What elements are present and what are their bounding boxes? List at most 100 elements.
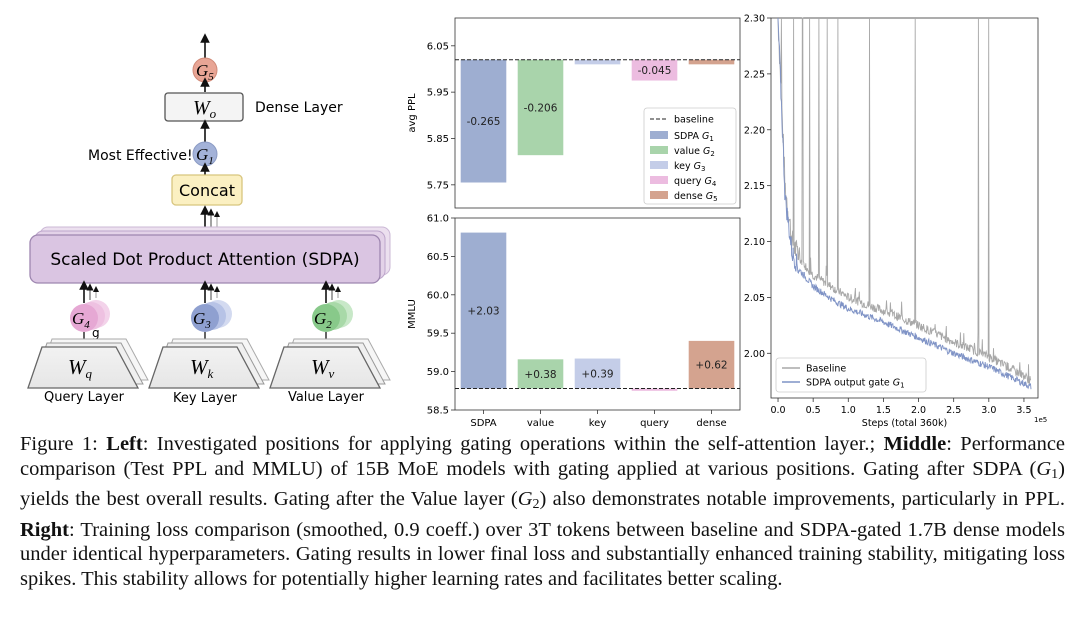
y-axis-label: MMLU <box>407 299 418 329</box>
y-tick-label: 2.00 <box>744 349 765 360</box>
x-tick-label: 3.5 <box>1016 405 1031 416</box>
y-tick-label: 2.30 <box>744 14 765 25</box>
bar-value <box>517 59 564 156</box>
bar-dense <box>688 340 735 389</box>
legend-label-key: key G3 <box>674 161 706 173</box>
dense-layer-label: Dense Layer <box>255 100 343 116</box>
x-tick-label: 0.0 <box>770 405 785 416</box>
bar-data-label: +0.38 <box>524 369 556 381</box>
g2-gate-node <box>312 304 340 332</box>
x-tick-label: 0.5 <box>806 405 821 416</box>
legend-label-query: query G4 <box>674 176 717 188</box>
y-tick-label: 2.10 <box>744 237 765 248</box>
g4-extra-glyph: g <box>92 326 100 340</box>
y-tick-label: 60.5 <box>427 252 449 263</box>
sdpa-gate-loss-line <box>777 17 1032 390</box>
wq-label: Wq <box>68 355 93 381</box>
bar-query <box>631 388 678 391</box>
legend-swatch-key <box>650 161 668 169</box>
legend-label-baseline: Baseline <box>806 364 846 375</box>
legend-swatch-value <box>650 146 668 154</box>
g4-label: G4 <box>72 309 90 331</box>
wq-layer-shape <box>27 346 140 389</box>
x-tick-label: 2.0 <box>911 405 926 416</box>
y-tick-label: 2.15 <box>744 181 765 192</box>
y-tick-label: 59.5 <box>427 329 449 340</box>
gating-performance-bar-charts: 5.75 5.85 5.95 6.05 avg PPL -0.265 -0.206 -0.04… <box>407 17 741 429</box>
y-tick-label: 2.20 <box>744 125 765 136</box>
legend-swatch-SDPA <box>650 131 668 139</box>
x-tick-label: dense <box>696 418 726 429</box>
wo-label: Wo <box>193 97 217 121</box>
wk-label: Wk <box>190 355 214 381</box>
caption-right-label: Right <box>20 518 69 541</box>
bar-SDPA <box>460 232 507 389</box>
bar-key <box>574 59 621 65</box>
caption-figure-number: Figure 1: <box>20 433 98 455</box>
g3-gate-node <box>191 304 219 332</box>
y-tick-label: 60.0 <box>427 290 449 301</box>
y-tick-label: 2.05 <box>744 293 765 304</box>
query-layer-label: Query Layer <box>44 390 125 405</box>
bar-data-label: -0.206 <box>524 102 558 114</box>
x-tick-label: query <box>640 418 669 429</box>
caption-left-text: : Investigated positions for applying ga… <box>142 433 876 455</box>
y-tick-label: 58.5 <box>427 406 449 417</box>
attention-gating-diagram: G5 Wo Dense Layer Most Effective! G1 Con… <box>27 33 391 406</box>
g1-label: G1 <box>196 145 214 167</box>
x-tick-label: 2.5 <box>946 405 961 416</box>
bar-value <box>517 359 564 389</box>
bar-data-label: -0.045 <box>638 65 672 77</box>
baseline-loss-line <box>777 17 1032 385</box>
y-tick-label: 2.25 <box>744 69 765 80</box>
x-axis-exponent: 1e5 <box>1034 416 1047 424</box>
x-tick-label: 1.0 <box>841 405 856 416</box>
value-layer-label: Value Layer <box>288 390 365 405</box>
x-tick-label: 3.0 <box>981 405 996 416</box>
x-tick-label: value <box>527 418 554 429</box>
caption-middle-text-2: ) yields the best overall results. Gatin… <box>20 457 1065 511</box>
figure-caption: Figure 1: Left: Investigated positions f… <box>20 432 1065 592</box>
x-axis-label: Steps (total 360k) <box>862 418 947 429</box>
y-tick-label: 5.95 <box>427 88 449 99</box>
wv-label: Wv <box>311 355 335 381</box>
x-tick-label: SDPA <box>470 418 496 429</box>
wk-layer-shape <box>148 346 261 389</box>
g5-label: G5 <box>196 61 214 83</box>
plot-frame <box>770 17 1039 399</box>
legend-label-dense: dense G5 <box>674 191 718 203</box>
concat-box <box>171 174 243 206</box>
legend-label-SDPA: SDPA G1 <box>674 131 714 143</box>
wv-layer-shape <box>269 346 382 389</box>
y-tick-label: 5.75 <box>427 180 449 191</box>
bar-SDPA <box>460 59 507 183</box>
bar-key <box>574 358 621 389</box>
caption-g1-symbol: G1 <box>1036 457 1059 482</box>
caption-middle-text-3: ) also demonstrates notable improvements… <box>539 488 1066 511</box>
bar-data-label: +0.62 <box>695 360 727 372</box>
g4-gate-node <box>70 304 98 332</box>
y-tick-label: 6.05 <box>427 41 449 52</box>
caption-g2-symbol: G2 <box>517 488 540 513</box>
y-tick-label: 5.85 <box>427 134 449 145</box>
x-tick-label: key <box>589 418 607 429</box>
concat-label: Concat <box>179 181 235 200</box>
legend-swatch-dense <box>650 191 668 199</box>
legend-baseline-label: baseline <box>674 115 714 126</box>
g2-label: G2 <box>314 309 332 331</box>
g3-label: G3 <box>193 309 211 331</box>
y-axis-label: avg PPL <box>407 93 418 133</box>
caption-middle-label: Middle <box>883 433 947 455</box>
bar-query <box>631 59 678 81</box>
bar-data-label: +2.03 <box>467 306 499 318</box>
caption-middle-text: : Performance comparison (Test PPL and M… <box>20 433 1066 480</box>
x-tick-label: 1.5 <box>876 405 891 416</box>
legend-box <box>775 357 927 393</box>
training-loss-line-chart: 2.00 2.05 2.10 2.15 2.20 2.25 2.30 0.0 0.5 1.0 1.5… <box>744 14 1047 430</box>
bar-dense <box>688 59 735 65</box>
sdpa-label: Scaled Dot Product Attention (SDPA) <box>50 250 359 270</box>
legend-label-value: value G2 <box>674 146 715 158</box>
key-layer-label: Key Layer <box>173 391 238 406</box>
legend-label-sdpa-gate: SDPA output gate G1 <box>806 378 905 390</box>
y-tick-label: 61.0 <box>427 214 449 225</box>
